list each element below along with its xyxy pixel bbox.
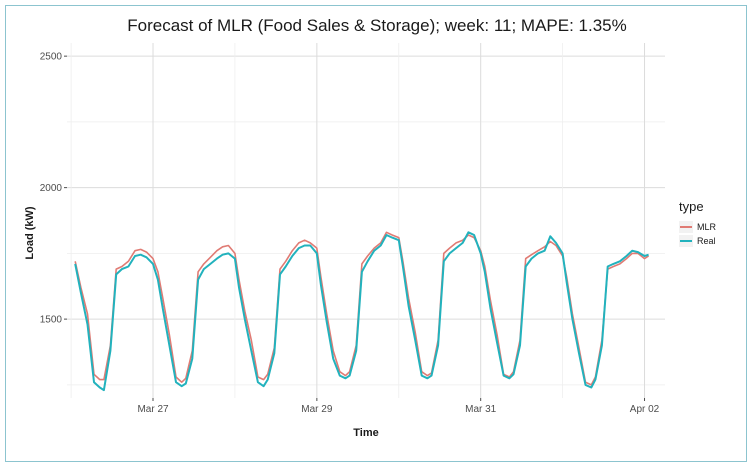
legend-label-real: Real bbox=[697, 236, 716, 246]
chart-title: Forecast of MLR (Food Sales & Storage); … bbox=[127, 16, 627, 35]
y-tick-label: 2500 bbox=[40, 52, 63, 63]
series-lines bbox=[74, 231, 650, 392]
x-tick-label: Mar 31 bbox=[465, 404, 497, 415]
y-axis-ticks: 1500 2000 2500 bbox=[40, 52, 67, 326]
chart-frame: Forecast of MLR (Food Sales & Storage); … bbox=[5, 5, 747, 462]
y-tick-label: 1500 bbox=[40, 315, 63, 326]
x-axis-title: Time bbox=[353, 427, 378, 439]
legend: type MLR Real bbox=[679, 199, 717, 247]
legend-label-mlr: MLR bbox=[697, 222, 717, 232]
legend-title: type bbox=[679, 199, 704, 214]
x-axis-ticks: Mar 27 Mar 29 Mar 31 Apr 02 bbox=[137, 398, 660, 415]
grid-lines bbox=[67, 43, 665, 398]
y-tick-label: 2000 bbox=[40, 183, 63, 194]
series-line-real bbox=[74, 231, 649, 392]
x-tick-label: Mar 27 bbox=[137, 404, 169, 415]
series-line-mlr bbox=[74, 231, 650, 386]
y-axis-title: Load (kW) bbox=[24, 206, 36, 259]
x-tick-label: Apr 02 bbox=[630, 404, 660, 415]
x-tick-label: Mar 29 bbox=[301, 404, 333, 415]
